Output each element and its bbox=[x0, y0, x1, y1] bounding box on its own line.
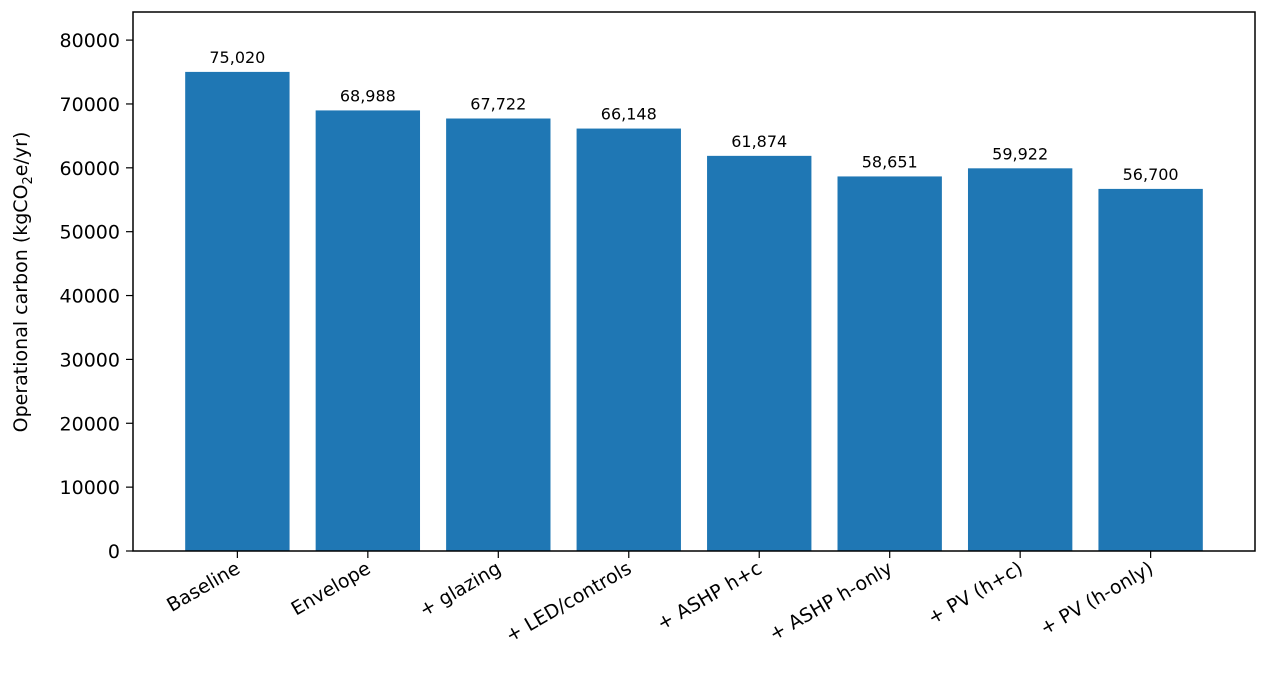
bar bbox=[837, 176, 942, 551]
y-tick-label: 20000 bbox=[60, 413, 120, 435]
data-label: 68,988 bbox=[340, 86, 396, 105]
x-tick-label: + LED/controls bbox=[502, 557, 635, 647]
y-tick-label: 0 bbox=[108, 541, 120, 563]
bar bbox=[1098, 188, 1203, 551]
bar bbox=[707, 155, 812, 552]
x-tick-label: + PV (h-only) bbox=[1036, 557, 1157, 639]
data-label: 67,722 bbox=[470, 95, 526, 114]
plot-frame bbox=[132, 11, 1256, 552]
x-tick-label: + ASHP h+c bbox=[653, 557, 766, 635]
bar bbox=[185, 71, 290, 552]
y-tick-label: 80000 bbox=[60, 30, 120, 52]
x-tick-label: Baseline bbox=[163, 557, 244, 616]
data-label: 58,651 bbox=[862, 152, 918, 171]
x-tick-label: + glazing bbox=[416, 557, 505, 621]
y-tick-label: 40000 bbox=[60, 286, 120, 308]
y-tick-label: 10000 bbox=[60, 477, 120, 499]
y-tick-label: 60000 bbox=[60, 158, 120, 180]
data-label: 61,874 bbox=[731, 132, 787, 151]
bar bbox=[315, 110, 421, 552]
y-tick-label: 70000 bbox=[60, 94, 120, 116]
data-label: 66,148 bbox=[601, 105, 657, 124]
bar bbox=[967, 168, 1073, 551]
x-tick-label: + ASHP h-only bbox=[765, 557, 896, 645]
bar bbox=[446, 118, 551, 551]
x-tick-label: + PV (h+c) bbox=[924, 557, 1027, 629]
y-tick-label: 50000 bbox=[60, 222, 120, 244]
y-axis-title: Operational carbon (kgCO2e/yr) bbox=[10, 132, 36, 433]
data-label: 59,922 bbox=[992, 144, 1048, 163]
y-tick-label: 30000 bbox=[60, 349, 120, 371]
x-tick-label: Envelope bbox=[287, 557, 374, 620]
data-label: 75,020 bbox=[209, 48, 265, 67]
data-label: 56,700 bbox=[1123, 165, 1179, 184]
bar bbox=[576, 128, 681, 551]
bars-layer: 75,020 68,988 67,722 66,148 61,874 58,651 59,9… bbox=[185, 48, 1203, 552]
